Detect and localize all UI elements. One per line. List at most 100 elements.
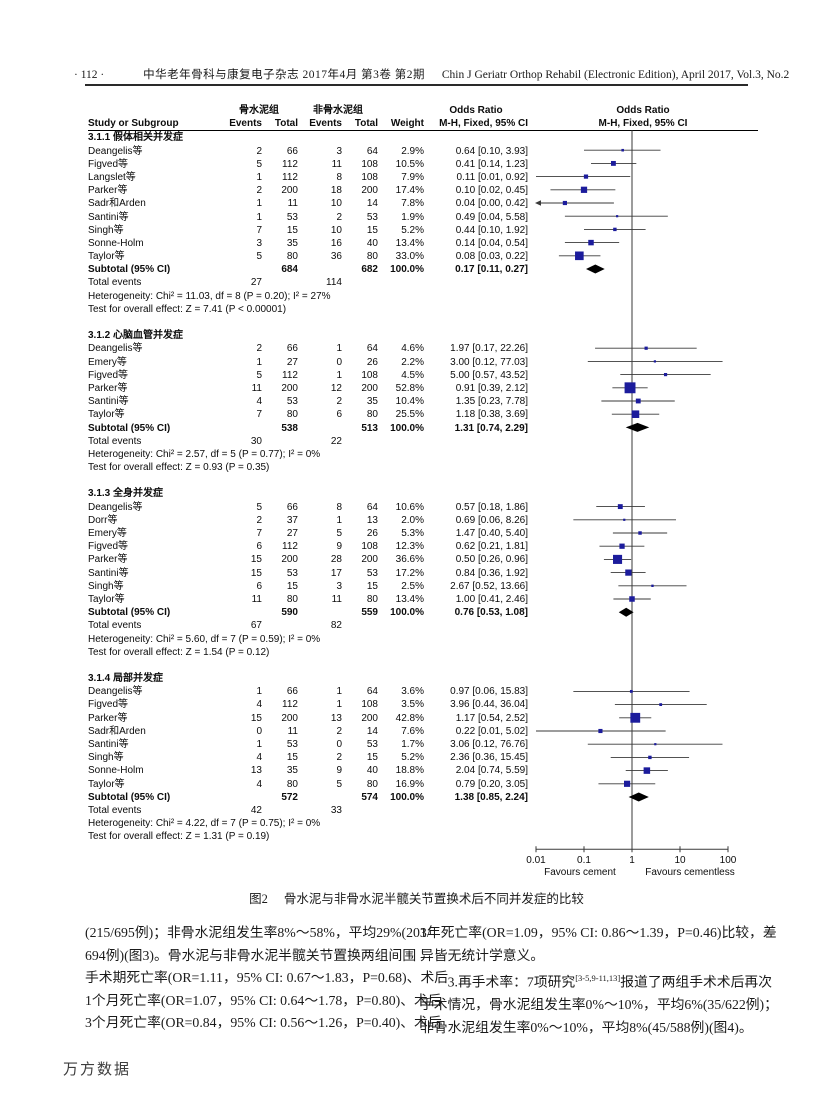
body-line: (215/695例)；非骨水泥组发生率8%～58%，平均29%(203/: [85, 925, 431, 940]
total-cement: 15: [286, 752, 298, 764]
total-cementless: 80: [366, 251, 378, 263]
study-name: Taylor等: [88, 409, 125, 421]
body-text-left-column: (215/695例)；非骨水泥组发生率8%～58%，平均29%(203/ 694…: [85, 922, 448, 1035]
events-cementless: 0: [336, 356, 342, 368]
watermark: 万方数据: [63, 1061, 132, 1078]
heterogeneity-text: Heterogeneity: Chi² = 11.03, df = 8 (P =…: [88, 290, 331, 302]
total-cementless: 40: [366, 765, 378, 777]
weight-value: 13.4%: [395, 237, 424, 249]
events-cementless: 9: [336, 765, 342, 777]
overall-effect-text: Test for overall effect: Z = 7.41 (P < 0…: [88, 303, 287, 315]
or-point-square: [624, 780, 631, 787]
weight-value: 2.0%: [401, 514, 424, 526]
weight-value: 33.0%: [395, 251, 424, 263]
total-cement: 35: [286, 237, 298, 249]
journal-title-en: Chin J Geriatr Orthop Rehabil (Electroni…: [441, 69, 790, 81]
total-cement: 66: [286, 343, 298, 355]
total-cement: 80: [286, 409, 298, 421]
weight-value: 52.8%: [395, 382, 424, 394]
events-cementless: 13: [330, 712, 342, 724]
weight-value: 3.5%: [401, 699, 424, 711]
ci-text: 2.04 [0.74, 5.59]: [455, 765, 528, 777]
citation-superscript: [3-5,9-11,13]: [575, 973, 621, 984]
weight-value: 12.3%: [395, 541, 424, 553]
total-cement: 200: [281, 382, 298, 394]
forest-row: Figved等 5 112 1 108 4.5% 5.00 [0.57, 43.52]: [88, 369, 758, 382]
study-name: Sonne-Holm: [88, 765, 144, 777]
events-cement: 4: [256, 752, 262, 764]
or-point-square: [631, 410, 640, 418]
ci-text: 3.00 [0.12, 77.03]: [450, 356, 528, 368]
total-events-cementless: 33: [330, 804, 342, 816]
total-cementless: 53: [366, 739, 378, 750]
weight-value: 13.4%: [395, 593, 424, 605]
events-cementless: 9: [336, 541, 342, 553]
subtotal-label: Subtotal (95% CI): [88, 607, 171, 619]
subtotal-total-cementless: 513: [361, 422, 378, 434]
subgroup-title: 3.1.4 局部并发症: [88, 673, 164, 685]
or-point-square: [588, 239, 594, 246]
total-events-cement: 42: [250, 804, 262, 816]
forest-row: Taylor等 4 80 5 80 16.9% 0.79 [0.20, 3.05]: [88, 778, 758, 791]
total-cement: 35: [286, 765, 298, 777]
events-cementless: 8: [336, 501, 342, 513]
weight-value: 10.4%: [395, 396, 424, 408]
total-cement: 27: [286, 356, 298, 368]
forest-row: Heterogeneity: Chi² = 4.22, df = 7 (P = …: [88, 817, 758, 830]
weight-value: 17.4%: [395, 185, 424, 197]
study-name: Singh等: [88, 224, 124, 236]
forest-row: Subtotal (95% CI) 572 574 100.0% 1.38 [0.85,…: [88, 791, 758, 804]
forest-row: Test for overall effect: Z = 0.93 (P = 0…: [88, 461, 758, 474]
total-cementless: 200: [361, 185, 378, 197]
subtotal-label: Subtotal (95% CI): [88, 791, 171, 803]
column-header-study: Study or Subgroup: [88, 118, 179, 130]
total-cementless: 53: [366, 567, 378, 579]
ci-text: 0.64 [0.10, 3.93]: [455, 145, 528, 157]
forest-row: Study or Subgroup Events Total Events Total W…: [88, 117, 758, 132]
body-line-pre: 3.再手术率：7项研究: [447, 974, 576, 990]
column-header-ci: M-H, Fixed, 95% CI: [439, 118, 528, 130]
or-point-square: [654, 743, 657, 746]
heterogeneity-text: Heterogeneity: Chi² = 5.60, df = 7 (P = …: [88, 633, 321, 645]
ci-text: 0.50 [0.26, 0.96]: [455, 554, 528, 566]
subtotal-total-cement: 538: [281, 422, 298, 434]
or-point-square: [630, 712, 641, 723]
weight-value: 7.9%: [401, 171, 424, 183]
total-events-label: Total events: [88, 277, 142, 289]
forest-row: Parker等 15 200 28 200 36.6% 0.50 [0.26, 0.96]: [88, 553, 758, 566]
axis-tick-label: 100: [720, 855, 737, 866]
column-header-total-1: Total: [274, 118, 298, 130]
total-cementless: 26: [366, 528, 378, 539]
events-cement: 5: [256, 158, 262, 170]
total-cementless: 108: [361, 699, 378, 711]
events-cementless: 8: [336, 171, 342, 183]
forest-plot-figure: 骨水泥组 非骨水泥组 Odds Ratio Odds Ratio Study or Su…: [88, 104, 758, 887]
events-cementless: 2: [336, 725, 342, 737]
ci-text: 0.79 [0.20, 3.05]: [455, 778, 528, 790]
study-name: Taylor等: [88, 251, 125, 263]
total-cement: 53: [286, 567, 298, 579]
overall-effect-text: Test for overall effect: Z = 1.54 (P = 0…: [88, 646, 270, 658]
forest-row: Deangelis等 2 66 3 64 2.9% 0.64 [0.10, 3.93]: [88, 145, 758, 158]
total-cementless: 26: [366, 356, 378, 368]
weight-value: 2.2%: [401, 356, 424, 368]
events-cement: 4: [256, 699, 262, 711]
or-point-square: [663, 373, 668, 377]
total-cement: 66: [286, 501, 298, 513]
study-name: Taylor等: [88, 778, 125, 790]
subtotal-ci-text: 1.38 [0.85, 2.24]: [454, 791, 528, 803]
ci-text: 1.18 [0.38, 3.69]: [455, 409, 528, 421]
events-cement: 2: [256, 514, 262, 526]
total-cement: 200: [281, 712, 298, 724]
study-name: Emery等: [88, 356, 127, 368]
subtotal-diamond: [625, 422, 650, 432]
subtotal-label: Subtotal (95% CI): [88, 422, 171, 434]
forest-row: Santini等 1 53 0 53 1.7% 3.06 [0.12, 76.76]: [88, 738, 758, 751]
total-cementless: 15: [366, 752, 378, 764]
total-cementless: 200: [361, 554, 378, 566]
study-name: Deangelis等: [88, 145, 143, 157]
or-header-text: Odds Ratio: [449, 105, 503, 116]
or-point-square: [648, 755, 652, 760]
subtotal-total-cement: 590: [281, 607, 298, 619]
subtotal-weight: 100.0%: [390, 422, 424, 434]
